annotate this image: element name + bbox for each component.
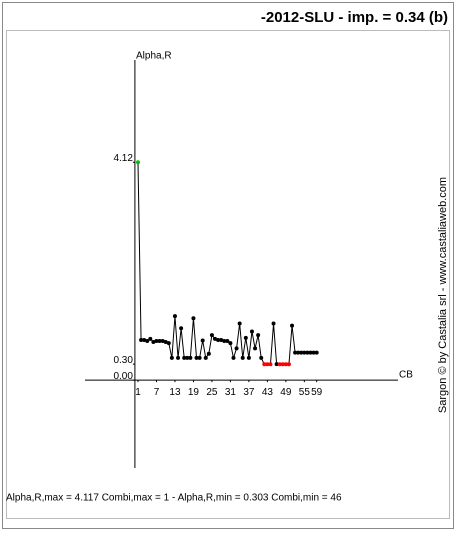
x-tick-label: 1 bbox=[135, 387, 141, 398]
data-point bbox=[277, 362, 282, 367]
x-tick-label: 25 bbox=[206, 387, 218, 398]
data-point bbox=[206, 351, 211, 356]
data-point bbox=[197, 355, 202, 360]
y-tick-label: 4.12 bbox=[113, 153, 133, 164]
y-axis-label: Alpha,R bbox=[136, 51, 172, 62]
data-point bbox=[234, 346, 239, 351]
data-point bbox=[237, 321, 242, 326]
x-tick-label: 43 bbox=[262, 387, 274, 398]
data-point bbox=[139, 337, 144, 342]
data-point bbox=[305, 350, 310, 355]
data-point bbox=[172, 314, 177, 319]
data-point bbox=[311, 350, 316, 355]
data-point bbox=[163, 340, 168, 345]
data-point bbox=[290, 323, 295, 328]
data-point bbox=[145, 338, 150, 343]
data-point bbox=[191, 316, 196, 321]
x-axis-label: CB bbox=[399, 370, 413, 381]
data-point bbox=[148, 336, 153, 341]
data-point bbox=[166, 341, 171, 346]
data-point bbox=[179, 326, 184, 331]
data-point bbox=[228, 341, 233, 346]
data-point bbox=[253, 346, 258, 351]
x-tick-label: 59 bbox=[311, 387, 323, 398]
data-point bbox=[243, 335, 248, 340]
data-point bbox=[293, 350, 298, 355]
y-tick-label: 0.30 bbox=[113, 355, 133, 366]
data-point bbox=[283, 362, 288, 367]
data-point bbox=[142, 337, 147, 342]
data-point bbox=[296, 350, 301, 355]
data-point bbox=[222, 338, 227, 343]
data-point bbox=[256, 333, 261, 338]
x-tick-label: 13 bbox=[169, 387, 181, 398]
data-point bbox=[182, 355, 187, 360]
data-point bbox=[203, 355, 208, 360]
data-point bbox=[135, 160, 140, 165]
data-point bbox=[176, 355, 181, 360]
data-point bbox=[213, 336, 218, 341]
data-point bbox=[188, 355, 193, 360]
data-point bbox=[154, 338, 159, 343]
data-point bbox=[185, 355, 190, 360]
side-credit: Sargon © by Castalia srl - www.castaliaw… bbox=[437, 177, 449, 413]
footer-text: Alpha,R,max = 4.117 Combi,max = 1 - Alph… bbox=[6, 493, 342, 504]
data-point bbox=[259, 355, 264, 360]
chart-title: -2012-SLU - imp. = 0.34 (b) bbox=[261, 9, 448, 26]
x-tick-label: 31 bbox=[225, 387, 237, 398]
data-point bbox=[194, 355, 199, 360]
data-point bbox=[157, 338, 162, 343]
data-point bbox=[286, 362, 291, 367]
x-tick-label: 19 bbox=[188, 387, 200, 398]
data-point bbox=[265, 362, 270, 367]
data-point bbox=[262, 362, 267, 367]
window-frame bbox=[2, 2, 454, 529]
data-point bbox=[160, 338, 165, 343]
data-point bbox=[308, 350, 313, 355]
data-point bbox=[169, 355, 174, 360]
data-point bbox=[216, 337, 221, 342]
x-tick-label: 37 bbox=[243, 387, 255, 398]
data-point bbox=[209, 333, 214, 338]
data-point bbox=[302, 350, 307, 355]
data-point bbox=[249, 329, 254, 334]
x-tick-label: 55 bbox=[299, 387, 311, 398]
x-tick-label: 7 bbox=[154, 387, 160, 398]
data-point bbox=[225, 338, 230, 343]
data-point bbox=[240, 355, 245, 360]
data-point bbox=[314, 350, 319, 355]
data-point bbox=[231, 355, 236, 360]
data-point bbox=[299, 350, 304, 355]
data-point bbox=[151, 340, 156, 345]
data-point bbox=[271, 321, 276, 326]
data-point bbox=[219, 337, 224, 342]
y-tick-label: 0.00 bbox=[113, 371, 133, 382]
data-point bbox=[246, 355, 251, 360]
data-point bbox=[200, 338, 205, 343]
plot-frame bbox=[6, 30, 450, 519]
data-point bbox=[280, 362, 285, 367]
data-point bbox=[274, 362, 279, 367]
data-point bbox=[268, 362, 273, 367]
x-tick-label: 49 bbox=[280, 387, 292, 398]
